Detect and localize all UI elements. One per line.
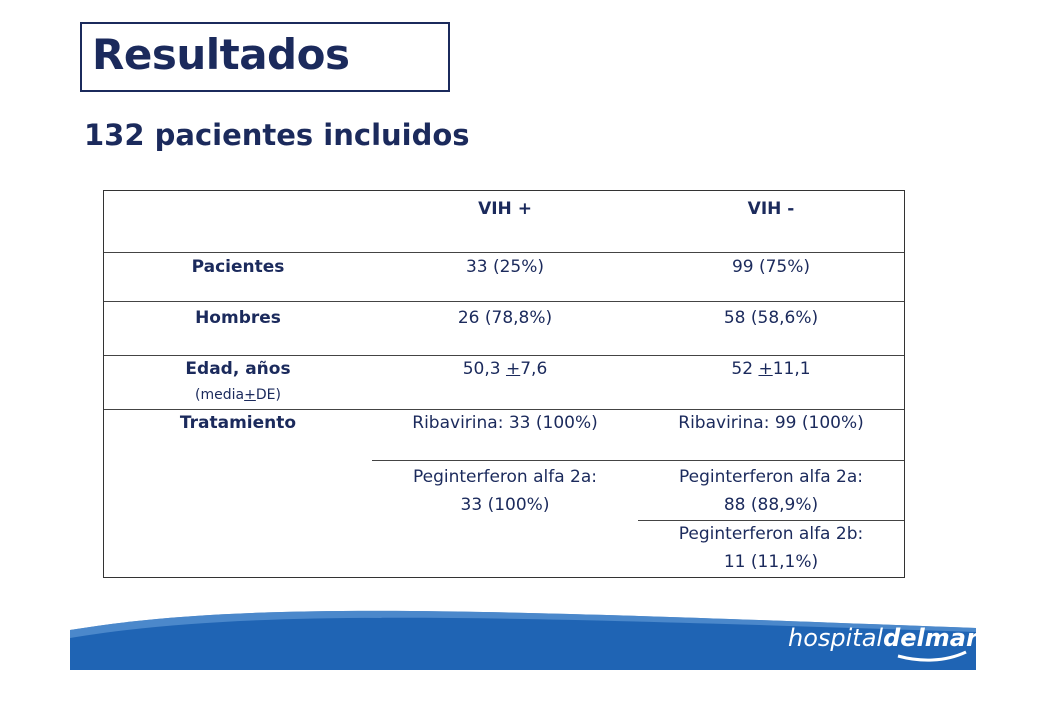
row-label-pacientes: Pacientes [191,257,285,277]
cell-peg2a-vih-neg-line1: Peginterferon alfa 2a: [678,467,864,487]
footer-wave-band: hospitaldelmar [70,610,976,670]
row-label-hombres: Hombres [195,308,281,328]
cell-peg2a-vih-neg-line2: 88 (88,9%) [723,495,819,515]
cell-pacientes-vih-neg: 99 (75%) [731,257,811,277]
cell-peg2b-vih-neg-line1: Peginterferon alfa 2b: [678,524,864,544]
wave-highlight [70,610,976,638]
cell-peg2a-vih-pos-line2: 33 (100%) [460,495,550,515]
cell-hombres-vih-pos: 26 (78,8%) [457,308,553,328]
wave-shape [70,610,976,670]
row-divider [104,301,904,302]
cell-edad-vih-pos: 50,3 +7,6 [462,359,548,379]
header-vih-neg: VIH - [747,199,795,219]
cell-pacientes-vih-pos: 33 (25%) [465,257,545,277]
slide-title: Resultados [92,30,350,79]
header-vih-pos: VIH + [478,199,532,219]
row-label-tratamiento: Tratamiento [179,413,297,433]
row-divider [104,355,904,356]
slide-subtitle: 132 pacientes incluidos [84,118,470,152]
cell-hombres-vih-neg: 58 (58,6%) [723,308,819,328]
title-box: Resultados [80,22,450,92]
row-divider [104,252,904,253]
cell-ribavirina-vih-neg: Ribavirina: 99 (100%) [678,413,864,433]
cell-peg2a-vih-pos-line1: Peginterferon alfa 2a: [412,467,598,487]
row-sublabel-edad: (media+DE) [195,387,281,403]
row-divider [638,520,904,521]
results-table: VIH + VIH - Pacientes 33 (25%) 99 (75%) … [103,190,905,578]
logo-swoosh-icon [897,650,967,662]
cell-peg2b-vih-neg-line2: 11 (11,1%) [723,552,819,572]
row-label-edad: Edad, años [185,359,291,379]
row-divider [104,409,904,410]
hospital-logo-text: hospitaldelmar [788,624,976,652]
row-divider [372,460,904,461]
cell-edad-vih-neg: 52 +11,1 [731,359,811,379]
cell-ribavirina-vih-pos: Ribavirina: 33 (100%) [412,413,598,433]
